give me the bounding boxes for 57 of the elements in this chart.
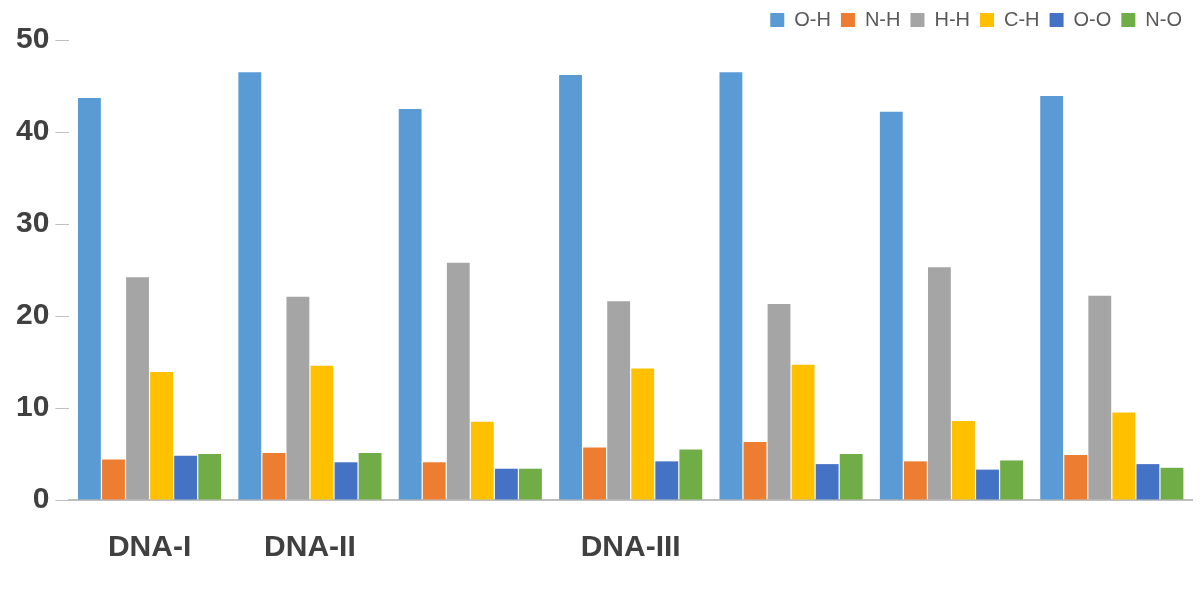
bar xyxy=(238,72,262,500)
bar xyxy=(150,372,174,500)
bar xyxy=(422,462,446,500)
bar xyxy=(927,267,951,500)
bar xyxy=(815,464,839,500)
bar xyxy=(583,447,607,500)
bar xyxy=(1000,460,1023,500)
bar xyxy=(879,111,903,500)
bar xyxy=(1064,454,1088,500)
legend-label: O-H xyxy=(794,7,831,30)
bar xyxy=(470,421,494,500)
bar xyxy=(607,301,631,500)
y-tick-label: 30 xyxy=(15,205,50,239)
bar xyxy=(631,368,655,500)
bar xyxy=(519,468,542,500)
bar xyxy=(262,453,286,500)
bar xyxy=(903,461,927,500)
legend-label: C-H xyxy=(1004,7,1040,30)
bar xyxy=(767,304,791,500)
bar xyxy=(446,262,470,500)
bar xyxy=(358,453,382,500)
bar xyxy=(839,454,863,500)
bar xyxy=(791,364,815,500)
bar xyxy=(743,442,767,500)
y-tick-label: 20 xyxy=(15,297,50,331)
bar xyxy=(976,469,999,500)
bar xyxy=(1136,464,1160,500)
bar xyxy=(286,296,310,500)
bar xyxy=(398,109,422,500)
y-tick-label: 50 xyxy=(15,21,50,55)
y-tick-label: 40 xyxy=(15,113,50,147)
bar xyxy=(1088,295,1112,500)
x-tick-label: DNA-II xyxy=(264,529,356,563)
bar xyxy=(952,420,975,500)
y-tick-label: 0 xyxy=(32,481,50,515)
bar xyxy=(102,459,125,500)
bar xyxy=(559,74,582,500)
legend-label: O-O xyxy=(1073,7,1112,30)
bar xyxy=(1040,96,1064,500)
bar xyxy=(174,455,198,500)
legend-label: H-H xyxy=(934,7,971,30)
x-tick-label: DNA-I xyxy=(107,529,192,563)
bar xyxy=(198,454,222,500)
bar xyxy=(679,449,703,500)
x-tick-label: DNA-III xyxy=(580,529,681,563)
bar xyxy=(1160,467,1184,500)
bar xyxy=(334,462,358,500)
bar xyxy=(126,277,149,500)
bar xyxy=(77,97,101,500)
bar xyxy=(655,461,679,500)
legend-label: N-O xyxy=(1145,7,1183,30)
bar xyxy=(719,72,743,500)
legend-label: N-H xyxy=(864,7,901,30)
bar xyxy=(310,365,334,500)
bar xyxy=(1112,412,1136,500)
bar xyxy=(494,468,518,500)
y-tick-label: 10 xyxy=(15,389,50,423)
